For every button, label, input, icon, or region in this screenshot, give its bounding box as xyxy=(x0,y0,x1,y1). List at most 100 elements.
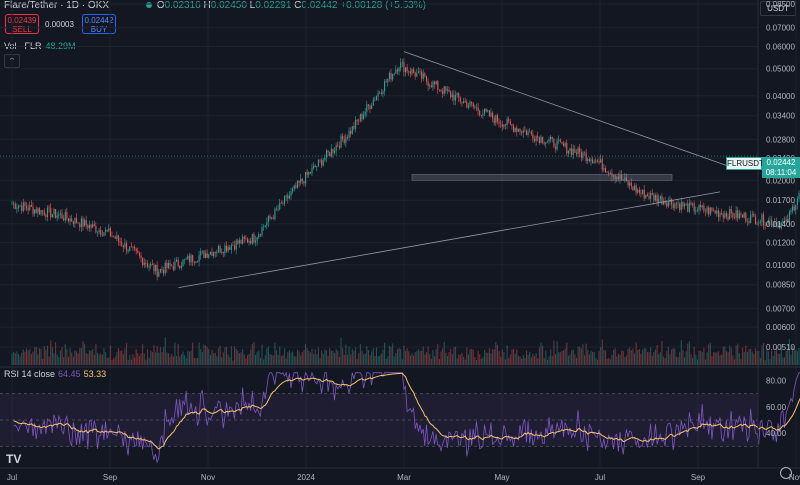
volume-bar xyxy=(509,354,511,365)
candle-body xyxy=(67,218,70,222)
rsi-tick-label: 80.00 xyxy=(766,377,787,386)
candle-body xyxy=(22,202,24,211)
tradingview-logo-icon[interactable]: TV xyxy=(6,452,22,466)
volume-bar xyxy=(616,356,618,365)
volume-bar xyxy=(419,350,421,365)
volume-bar xyxy=(730,347,732,365)
volume-bar xyxy=(321,350,323,365)
volume-bar xyxy=(498,350,500,365)
volume-bar xyxy=(672,348,674,365)
volume-bar xyxy=(372,348,374,365)
sell-button[interactable]: 0.02439 SELL xyxy=(5,14,39,34)
volume-bar xyxy=(82,340,84,365)
volume-bar xyxy=(463,356,465,365)
volume-bar xyxy=(703,347,705,365)
sell-label: SELL xyxy=(12,25,32,34)
volume-bar xyxy=(272,355,274,365)
volume-bar xyxy=(77,353,79,365)
candle-body xyxy=(261,227,263,236)
candle-body xyxy=(721,213,723,215)
volume-bar xyxy=(445,352,447,365)
volume-bar xyxy=(235,348,237,365)
candle-body xyxy=(298,180,300,183)
volume-bar xyxy=(271,354,273,365)
volume-bar xyxy=(687,343,689,365)
volume-bar xyxy=(600,347,602,365)
volume-bar xyxy=(103,348,105,365)
rsi-ma-value: 53.33 xyxy=(83,369,107,379)
candle-body xyxy=(88,224,91,229)
volume-bar xyxy=(192,342,194,365)
candle-body xyxy=(730,209,732,214)
candle-body xyxy=(327,150,329,153)
candle-body xyxy=(338,146,340,148)
volume-bar xyxy=(217,348,220,365)
candle-body xyxy=(429,85,431,87)
candle-body xyxy=(503,124,505,128)
candle-body xyxy=(296,180,299,188)
candle-body xyxy=(772,224,774,226)
volume-bar xyxy=(340,337,342,365)
candle-body xyxy=(716,210,718,214)
volume-bar xyxy=(409,355,411,365)
volume-bar xyxy=(442,348,444,365)
candle-body xyxy=(645,194,647,199)
candle-body xyxy=(245,238,247,240)
candle-body xyxy=(509,121,511,125)
candle-body xyxy=(700,204,702,208)
volume-bar xyxy=(45,349,47,365)
candle-body xyxy=(729,209,731,220)
volume-bar xyxy=(55,342,57,365)
volume-bar xyxy=(237,350,239,365)
rsi-legend[interactable]: RSI 14 close 64.45 53.33 xyxy=(4,369,106,379)
volume-bar xyxy=(359,344,361,365)
candle-body xyxy=(156,264,158,277)
volume-bar xyxy=(400,348,402,365)
volume-bar xyxy=(406,348,408,365)
candle-body xyxy=(69,218,71,222)
settings-gear-icon[interactable] xyxy=(780,467,792,479)
candle-body xyxy=(611,172,613,177)
candle-body xyxy=(579,147,581,153)
candle-body xyxy=(587,159,589,162)
volume-bar xyxy=(461,352,463,365)
candle-body xyxy=(614,175,616,179)
volume-bar xyxy=(314,349,316,365)
buy-button[interactable]: 0.02442 BUY xyxy=(82,14,116,34)
candle-body xyxy=(334,150,336,153)
candle-body xyxy=(627,180,629,186)
candle-body xyxy=(101,234,103,236)
volume-bar xyxy=(738,353,740,365)
drawings xyxy=(0,51,758,289)
candle-body xyxy=(84,220,86,227)
symbol-title[interactable]: Flare/Tether · 1D · OKX xyxy=(4,0,110,11)
candle-body xyxy=(743,212,745,218)
volume-bar xyxy=(459,354,461,365)
candle-body xyxy=(517,128,519,132)
volume-bar xyxy=(443,341,445,365)
candle-body xyxy=(392,73,394,80)
volume-bar xyxy=(142,344,144,365)
volume-bar xyxy=(496,344,499,365)
volume-bar xyxy=(324,349,326,365)
candle-body xyxy=(48,207,50,209)
candle-body xyxy=(411,69,413,74)
volume-bar xyxy=(200,349,202,365)
candle-body xyxy=(583,152,586,154)
volume-bar xyxy=(525,350,528,365)
volume-bar xyxy=(116,351,118,365)
candle-body xyxy=(361,113,363,119)
candle-body xyxy=(666,202,668,207)
volume-bar xyxy=(69,348,71,365)
y-tick-label: 0.01200 xyxy=(766,239,795,248)
candle-body xyxy=(558,139,560,141)
candle-body xyxy=(745,212,747,222)
candle-body xyxy=(280,202,282,204)
candle-body xyxy=(234,245,236,250)
candle-body xyxy=(198,255,200,262)
volume-bar xyxy=(403,345,405,365)
candle-body xyxy=(58,214,60,216)
candle-body xyxy=(322,160,324,166)
candle-body xyxy=(400,62,402,69)
